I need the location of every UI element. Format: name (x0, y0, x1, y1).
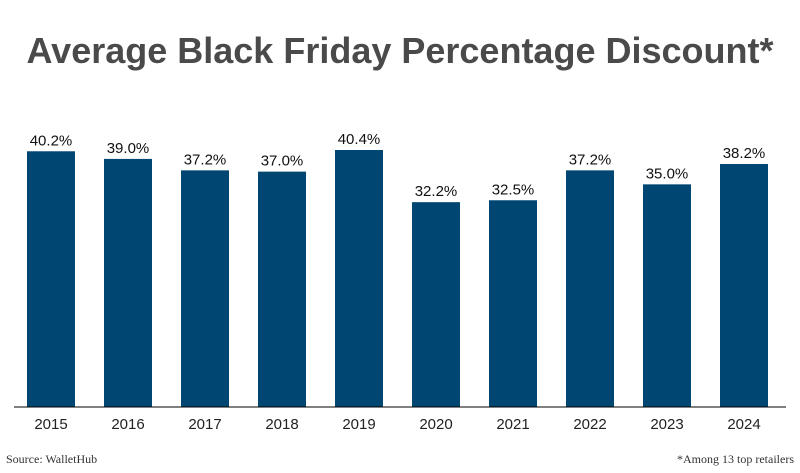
value-label-2017: 37.2% (184, 151, 227, 168)
bar-2024 (720, 163, 768, 407)
x-tick-2015: 2015 (34, 416, 67, 433)
bar-2015 (27, 151, 75, 407)
value-label-2021: 32.5% (492, 181, 535, 198)
x-tick-labels-group: 2015 2016 2017 2018 2019 2020 2021 2022 2023 2024 (34, 416, 760, 433)
chart-title: Average Black Friday Percentage Discount… (26, 30, 774, 71)
x-tick-2022: 2022 (573, 416, 606, 433)
footnote: *Among 13 top retailers (677, 452, 794, 466)
value-label-2020: 32.2% (415, 183, 458, 200)
value-label-2024: 38.2% (723, 145, 766, 162)
value-label-2015: 40.2% (30, 132, 73, 149)
bars-group (27, 150, 768, 407)
x-tick-2020: 2020 (419, 416, 452, 433)
value-label-2018: 37.0% (261, 153, 304, 170)
x-tick-2019: 2019 (342, 416, 375, 433)
bar-2019 (335, 150, 383, 407)
bar-2022 (566, 170, 614, 407)
x-tick-2021: 2021 (496, 416, 529, 433)
value-label-2023: 35.0% (646, 165, 689, 182)
bar-2017 (181, 170, 229, 407)
bar-2021 (489, 200, 537, 407)
x-tick-2017: 2017 (188, 416, 221, 433)
bar-2020 (412, 202, 460, 407)
x-tick-2016: 2016 (111, 416, 144, 433)
bar-2016 (104, 158, 152, 407)
x-tick-2018: 2018 (265, 416, 298, 433)
value-label-2022: 37.2% (569, 151, 612, 168)
x-tick-2024: 2024 (727, 416, 760, 433)
x-tick-2023: 2023 (650, 416, 683, 433)
bar-2023 (643, 184, 691, 407)
value-labels-group: 40.2% 39.0% 37.2% 37.0% 40.4% 32.2% 32.5% 37.2%… (30, 131, 766, 200)
source-note: Source: WalletHub (6, 452, 98, 466)
value-label-2019: 40.4% (338, 131, 381, 148)
value-label-2016: 39.0% (107, 140, 150, 157)
bar-2018 (258, 171, 306, 407)
